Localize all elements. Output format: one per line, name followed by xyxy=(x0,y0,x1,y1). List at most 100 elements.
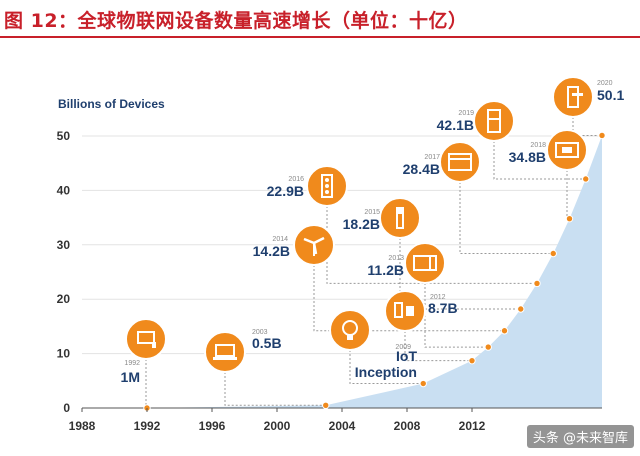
data-point xyxy=(582,175,590,183)
door-lock-icon xyxy=(572,93,583,96)
wearables-icon xyxy=(406,306,414,316)
milestone-badge xyxy=(552,76,594,118)
x-axis-ticks: 1988 1992 1996 2000 2004 2008 2012 xyxy=(69,408,486,433)
milestone-value: 0.5B xyxy=(252,335,282,351)
leader-line xyxy=(145,359,147,409)
milestone-value: 50.1 xyxy=(597,87,624,103)
milestone-value: 11.2B xyxy=(367,262,404,278)
x-tick-label: 1988 xyxy=(69,419,96,433)
x-tick-label: 1996 xyxy=(199,419,226,433)
y-tick-label: 50 xyxy=(57,129,71,143)
milestone-value: 34.8B xyxy=(509,149,546,165)
leader-line xyxy=(572,117,602,136)
data-point xyxy=(322,401,330,409)
data-point xyxy=(517,305,525,313)
laptop-icon xyxy=(215,344,235,357)
x-tick-label: 2000 xyxy=(264,419,291,433)
y-axis-label: Billions of Devices xyxy=(58,97,165,111)
milestone-year: 2016 xyxy=(288,176,304,183)
milestone-year: 2017 xyxy=(424,154,440,161)
milestone-year: 2009 xyxy=(395,344,411,351)
leader-line xyxy=(493,141,586,180)
y-tick-label: 0 xyxy=(63,401,70,415)
leader-line xyxy=(459,182,554,255)
milestone-year: 1992 xyxy=(124,360,140,367)
y-tick-label: 10 xyxy=(57,347,71,361)
milestone-badge xyxy=(473,100,515,142)
milestone-badge xyxy=(384,290,426,332)
milestone-badge xyxy=(329,309,371,351)
milestone-year: 2013 xyxy=(388,255,404,262)
milestone-value: 8.7B xyxy=(428,300,458,316)
leader-line xyxy=(566,170,570,220)
x-tick-label: 2004 xyxy=(329,419,356,433)
milestone-value: 22.9B xyxy=(267,183,304,199)
data-points xyxy=(143,131,606,412)
milestone-year: 2018 xyxy=(530,142,546,149)
data-point xyxy=(500,327,509,335)
toothbrush-icon xyxy=(397,208,403,214)
data-point xyxy=(419,379,427,388)
title-divider xyxy=(0,36,640,38)
y-tick-label: 30 xyxy=(57,238,71,252)
milestone-year: 2019 xyxy=(458,110,474,117)
data-point xyxy=(468,356,476,365)
watermark: 头条 @未来智库 xyxy=(526,425,634,448)
milestone-1992: 1992 1M xyxy=(121,318,167,385)
wind-turbine-icon xyxy=(303,236,325,255)
traffic-light-icon xyxy=(325,184,329,188)
milestone-year: 2020 xyxy=(597,80,613,87)
milestone-value: 14.2B xyxy=(253,243,290,259)
fridge-icon xyxy=(487,109,501,133)
x-tick-label: 2008 xyxy=(394,419,421,433)
milestone-value: 28.4B xyxy=(403,161,440,177)
computer-icon xyxy=(137,331,155,344)
data-point xyxy=(549,249,557,258)
traffic-light-icon xyxy=(325,190,329,194)
data-point xyxy=(484,343,492,351)
milestone-value: 1M xyxy=(121,369,140,385)
tv-icon xyxy=(562,147,572,153)
milestone-year: 2003 xyxy=(252,329,268,336)
milestone-year: 2014 xyxy=(272,236,288,243)
milestone-badge xyxy=(439,141,481,183)
oven-icon xyxy=(448,153,472,171)
x-tick-label: 1992 xyxy=(134,419,161,433)
y-axis-ticks: 0 10 20 30 40 50 xyxy=(57,129,71,415)
computer-icon xyxy=(152,342,156,348)
microwave-icon xyxy=(413,255,437,271)
data-point xyxy=(598,131,606,140)
data-point xyxy=(533,279,541,288)
milestone-badge xyxy=(125,318,167,360)
milestone-value-line2: Inception xyxy=(355,364,417,380)
leader-line xyxy=(313,265,505,332)
figure-title: 图 12：全球物联网设备数量高速增长（单位：十亿） xyxy=(4,10,468,32)
milestone-badge xyxy=(404,242,446,284)
milestone-badge xyxy=(204,331,246,373)
tv-icon xyxy=(555,142,579,158)
traffic-light-icon xyxy=(321,174,333,198)
leader-line xyxy=(224,372,326,406)
x-tick-label: 2012 xyxy=(459,419,486,433)
traffic-light-icon xyxy=(325,178,329,182)
door-lock-icon xyxy=(567,86,579,108)
milestone-year: 2015 xyxy=(364,209,380,216)
milestone-year: 2012 xyxy=(430,294,446,301)
device-growth-area xyxy=(147,135,602,408)
wearables-icon xyxy=(394,302,403,318)
data-point xyxy=(565,214,574,223)
milestone-value: 18.2B xyxy=(343,216,380,232)
leader-line xyxy=(349,350,424,385)
y-tick-label: 40 xyxy=(57,183,71,197)
